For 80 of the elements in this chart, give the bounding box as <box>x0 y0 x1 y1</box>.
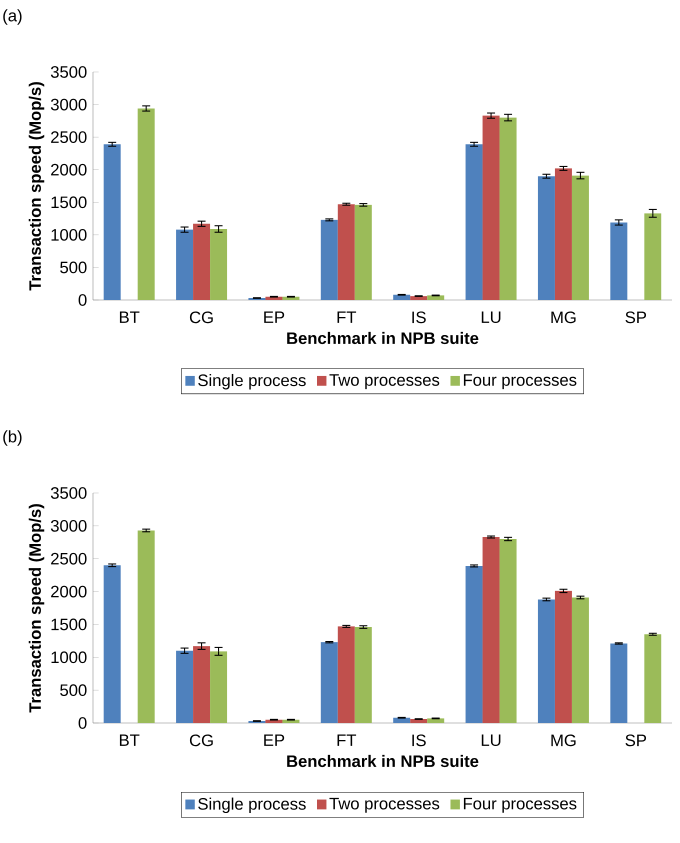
x-tick-label: BT <box>120 734 140 746</box>
y-tick-label: 500 <box>60 684 87 696</box>
bar <box>320 642 338 723</box>
bar <box>644 213 662 300</box>
legend-label: Four processes <box>464 798 576 813</box>
bar <box>500 118 517 300</box>
y-tick-label: 2500 <box>51 131 87 144</box>
x-tick-label: SP <box>625 311 646 324</box>
legend-label: Single process <box>198 374 306 390</box>
bar <box>104 144 121 300</box>
bar <box>610 643 628 723</box>
y-tick-label: 2500 <box>51 552 87 565</box>
x-tick-label: EP <box>264 734 284 746</box>
x-axis-title: Benchmark in NPB suite <box>287 332 478 344</box>
bar <box>500 539 517 723</box>
bar <box>554 590 572 723</box>
x-axis-title: Benchmark in NPB suite <box>287 754 478 768</box>
x-tick-label: SP <box>625 734 646 746</box>
bar <box>104 565 121 723</box>
x-tick-label: FT <box>338 311 356 323</box>
legend-label: Single process <box>198 798 306 814</box>
bar <box>427 718 444 723</box>
x-tick-label: BT <box>120 311 140 323</box>
bar <box>466 566 483 723</box>
x-tick-label: MG <box>551 734 576 746</box>
bar <box>482 116 500 300</box>
bar <box>176 230 194 300</box>
x-tick-label: CG <box>190 311 213 324</box>
x-tick-label: IS <box>412 734 426 746</box>
bar <box>138 108 155 300</box>
y-tick-label: 1500 <box>52 196 87 208</box>
y-tick-label: 1500 <box>52 618 87 630</box>
bar <box>644 634 662 723</box>
y-tick-label: 2000 <box>51 586 87 598</box>
y-tick-label: 3000 <box>50 520 87 532</box>
bar <box>210 651 228 723</box>
bar <box>138 530 155 723</box>
y-tick-label: 1000 <box>52 228 87 241</box>
y-tick-label: 3500 <box>50 66 87 78</box>
y-tick-label: 2000 <box>51 164 87 176</box>
text: (a) <box>3 9 22 25</box>
legend-label: Two processes <box>329 798 440 813</box>
bar <box>572 597 589 723</box>
bar <box>538 599 555 723</box>
x-tick-label: FT <box>338 734 356 746</box>
bar <box>193 224 210 300</box>
legend-label: Four processes <box>464 374 576 390</box>
x-tick-label: MG <box>551 311 576 324</box>
bar <box>338 626 355 723</box>
y-tick-label: 0 <box>78 294 87 306</box>
bar <box>393 294 410 300</box>
x-tick-label: LU <box>482 734 500 746</box>
text: (b) <box>3 430 22 446</box>
bar <box>193 646 210 723</box>
legend-label: Two processes <box>329 374 440 390</box>
x-tick-label: EP <box>264 311 284 323</box>
bar <box>354 627 372 723</box>
y-axis-title: Transaction speed (Mop/s) <box>28 82 44 291</box>
y-tick-label: 3000 <box>50 98 87 110</box>
y-tick-label: 1000 <box>52 651 87 664</box>
bar <box>610 222 628 300</box>
bar <box>338 204 355 300</box>
bar <box>354 204 372 300</box>
bar <box>176 650 194 723</box>
y-axis-title: Transaction speed (Mop/s) <box>28 504 44 713</box>
bar <box>554 168 572 300</box>
y-tick-label: 3500 <box>50 487 87 499</box>
bar <box>210 228 228 300</box>
bar <box>572 176 589 300</box>
bar <box>466 144 483 300</box>
bar <box>482 537 500 723</box>
bar <box>427 295 444 300</box>
x-tick-label: IS <box>412 311 426 324</box>
y-tick-label: 0 <box>78 717 87 729</box>
x-tick-label: CG <box>190 734 213 746</box>
bar <box>393 718 410 723</box>
y-tick-label: 500 <box>60 262 87 274</box>
bar <box>538 176 555 300</box>
x-tick-label: LU <box>482 311 500 324</box>
bar <box>320 220 338 300</box>
